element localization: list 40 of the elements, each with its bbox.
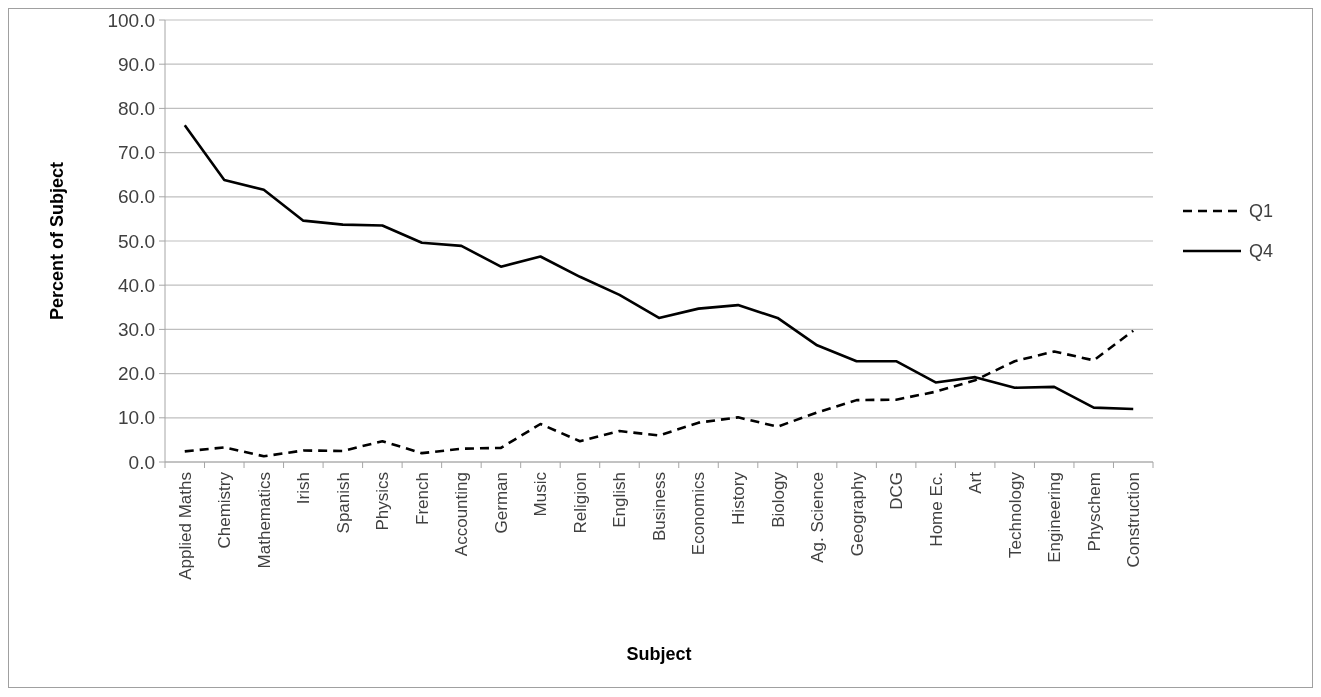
y-tick-label: 100.0: [107, 9, 155, 31]
y-tick-label: 70.0: [118, 142, 155, 164]
x-tick-label: Applied Maths: [175, 472, 195, 580]
x-tick-label: French: [412, 472, 432, 525]
x-tick-label: Irish: [294, 472, 314, 505]
x-tick-label: Construction: [1124, 472, 1144, 568]
y-tick-label: 30.0: [118, 319, 155, 341]
x-tick-label: Business: [649, 472, 669, 541]
x-tick-label: Spanish: [333, 472, 353, 534]
x-tick-label: Geography: [847, 471, 867, 557]
y-tick-label: 10.0: [118, 407, 155, 429]
y-tick-label: 60.0: [118, 186, 155, 208]
x-axis-title: Subject: [626, 644, 692, 664]
x-tick-label: Religion: [570, 472, 590, 534]
x-tick-label: Art: [966, 471, 986, 494]
x-tick-label: Biology: [768, 471, 788, 528]
x-tick-label: History: [728, 471, 748, 525]
y-tick-label: 50.0: [118, 230, 155, 252]
y-tick-label: 90.0: [118, 53, 155, 75]
y-tick-label: 80.0: [118, 98, 155, 120]
y-tick-label: 0.0: [128, 451, 155, 473]
x-tick-label: Engineering: [1045, 472, 1065, 563]
legend-label: Q1: [1249, 201, 1274, 222]
y-tick-label: 20.0: [118, 363, 155, 385]
x-tick-label: Physics: [373, 472, 393, 531]
x-tick-label: Technology: [1005, 471, 1025, 559]
x-tick-label: Mathematics: [254, 472, 274, 569]
legend-label: Q4: [1249, 241, 1274, 262]
x-tick-label: DCG: [887, 472, 907, 510]
y-axis-title: Percent of Subject: [47, 161, 67, 321]
x-tick-label: Economics: [689, 472, 709, 556]
x-tick-label: Ag. Science: [808, 472, 828, 563]
x-tick-label: Accounting: [452, 472, 472, 557]
y-tick-label: 40.0: [118, 274, 155, 296]
x-tick-label: Home Ec.: [926, 472, 946, 547]
x-tick-label: Physchem: [1084, 472, 1104, 552]
x-tick-label: German: [491, 472, 511, 534]
x-tick-label: English: [610, 472, 630, 528]
x-tick-label: Music: [531, 471, 551, 517]
x-tick-label: Chemistry: [215, 471, 235, 549]
